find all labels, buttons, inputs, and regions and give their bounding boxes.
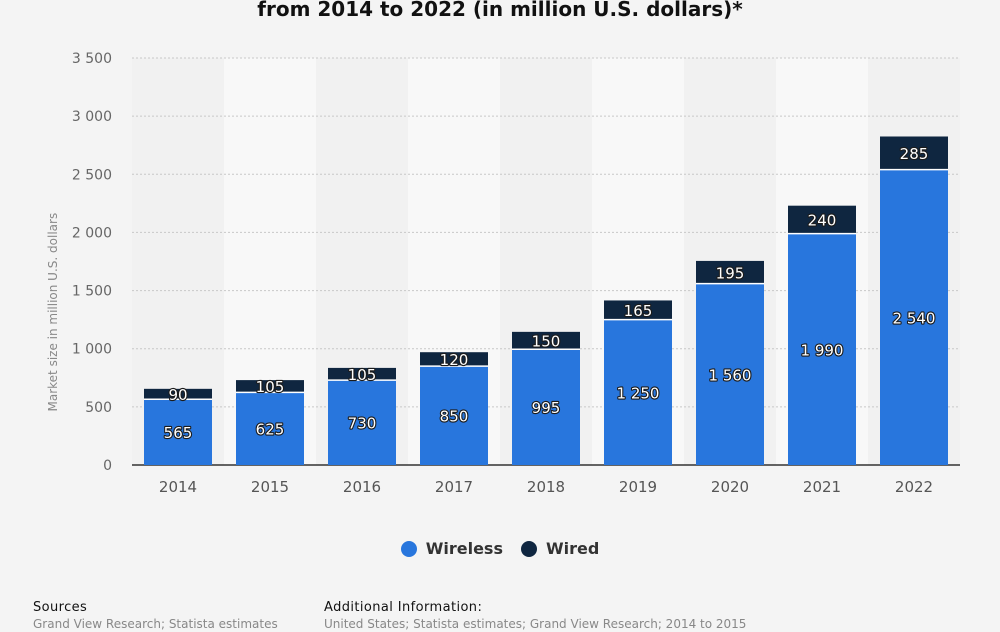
- bar-wired: [328, 367, 396, 381]
- data-label-wireless: 565: [164, 424, 193, 442]
- data-label-wired: 285: [900, 145, 929, 163]
- x-tick-label: 2017: [435, 478, 473, 496]
- x-tick-label: 2014: [159, 478, 197, 496]
- data-label-wired: 90: [168, 386, 187, 404]
- y-tick-label: 0: [103, 458, 112, 474]
- sources-text: Grand View Research; Statista estimates: [33, 617, 278, 631]
- bar-wireless: [420, 366, 488, 465]
- x-tick-label: 2022: [895, 478, 933, 496]
- y-tick-label: 500: [85, 400, 112, 416]
- bar-wireless: [604, 319, 672, 465]
- y-tick-label: 3 000: [72, 109, 112, 125]
- y-axis-title: Market size in million U.S. dollars: [46, 213, 60, 412]
- bar-wired: [604, 300, 672, 320]
- bar-wireless: [880, 169, 948, 466]
- bar-wireless: [512, 349, 580, 465]
- y-tick-label: 1 500: [72, 284, 112, 300]
- legend-item-wired[interactable]: Wired: [520, 539, 600, 558]
- data-label-wireless: 625: [256, 421, 285, 439]
- bar-wireless: [144, 399, 212, 465]
- data-label-wired: 120: [440, 351, 469, 369]
- data-label-wired: 165: [624, 302, 653, 320]
- bar-wireless: [696, 283, 764, 465]
- data-label-wireless: 850: [440, 408, 469, 426]
- additional-info-text: United States; Statista estimates; Grand…: [324, 617, 747, 631]
- x-tick-label: 2021: [803, 478, 841, 496]
- legend-item-wireless[interactable]: Wireless: [400, 539, 503, 558]
- data-label-wired: 195: [716, 264, 745, 282]
- x-tick-label: 2015: [251, 478, 289, 496]
- additional-info-heading: Additional Information:: [324, 600, 483, 615]
- x-tick-label: 2019: [619, 478, 657, 496]
- legend-wired-label: Wired: [545, 539, 600, 558]
- data-label-wired: 150: [532, 333, 561, 351]
- y-tick-label: 1 000: [72, 342, 112, 358]
- legend: Wireless Wired: [0, 539, 1000, 558]
- sources-block: Sources Grand View Research; Statista es…: [33, 600, 278, 632]
- data-label-wireless: 1 990: [801, 341, 844, 359]
- bar-wired: [512, 331, 580, 350]
- x-tick-label: 2016: [343, 478, 381, 496]
- legend-wireless-label: Wireless: [425, 539, 503, 558]
- data-label-wired: 105: [256, 378, 285, 396]
- y-tick-label: 2 500: [72, 167, 112, 183]
- chart-title: from 2014 to 2022 (in million U.S. dolla…: [257, 0, 743, 21]
- bar-wired: [880, 136, 948, 170]
- bar-wireless: [328, 380, 396, 465]
- y-tick-label: 2 000: [72, 225, 112, 241]
- bar-wired: [788, 205, 856, 234]
- bar-wireless: [236, 392, 304, 465]
- legend-wireless-dot-icon: [400, 540, 417, 557]
- bar-wired: [236, 380, 304, 393]
- data-label-wireless: 2 540: [893, 309, 936, 327]
- bar-wired: [420, 352, 488, 367]
- bar-wireless: [788, 233, 856, 465]
- bar-wired: [144, 388, 212, 400]
- data-label-wireless: 995: [532, 399, 561, 417]
- sources-heading: Sources: [33, 600, 88, 615]
- x-tick-label: 2018: [527, 478, 565, 496]
- legend-wired-dot-icon: [520, 540, 537, 557]
- data-label-wired: 240: [808, 212, 837, 230]
- bar-wired: [696, 260, 764, 284]
- y-tick-label: 3 500: [72, 51, 112, 67]
- data-label-wireless: 730: [348, 415, 377, 433]
- additional-info-block: Additional Information: United States; S…: [324, 600, 746, 632]
- data-label-wired: 105: [348, 366, 377, 384]
- x-tick-label: 2020: [711, 478, 749, 496]
- data-label-wireless: 1 560: [709, 366, 752, 384]
- data-label-wireless: 1 250: [617, 384, 660, 402]
